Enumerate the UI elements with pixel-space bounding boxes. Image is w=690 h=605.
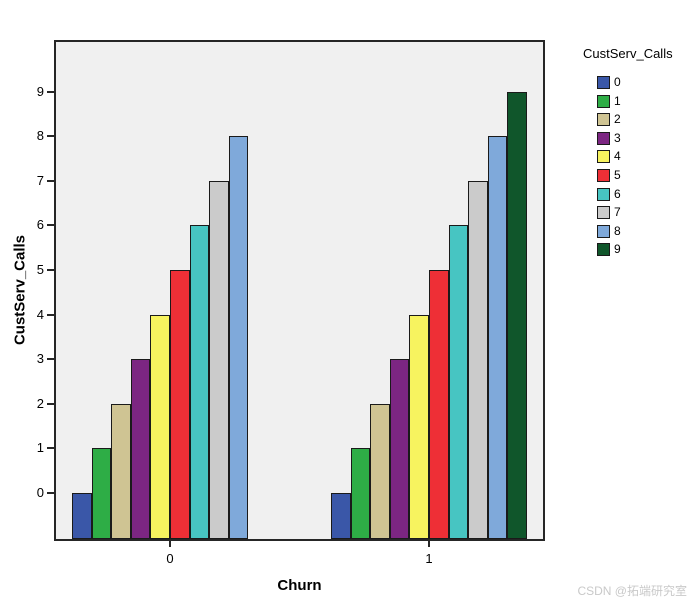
watermark: CSDN @拓端研究室: [577, 584, 687, 598]
bar-churn0-calls6: [189, 225, 210, 539]
y-tick-label: 2: [36, 395, 44, 411]
legend-swatch-7: [597, 206, 610, 220]
bar-churn0-calls3: [130, 359, 151, 539]
bar-churn1-calls2: [370, 403, 390, 539]
legend-swatch-3: [597, 131, 610, 145]
x-tick-mark: [428, 541, 430, 547]
legend-label-7: 7: [614, 205, 621, 220]
bar-churn1-calls5: [429, 270, 449, 539]
legend-label-4: 4: [614, 149, 621, 164]
legend-label-0: 0: [614, 75, 621, 89]
legend-swatch-4: [597, 150, 610, 164]
y-tick-mark: [47, 179, 54, 182]
bar-churn0-calls2: [111, 403, 131, 539]
bar-churn1-calls9: [507, 91, 527, 539]
y-tick-label: 8: [36, 128, 44, 144]
y-tick-mark: [47, 492, 54, 494]
x-tick-mark: [169, 541, 171, 547]
y-tick-mark: [47, 358, 54, 361]
legend-label-6: 6: [614, 186, 621, 201]
bar-churn1-calls6: [448, 225, 469, 539]
legend-swatch-8: [597, 224, 610, 238]
bar-churn0-calls1: [91, 448, 112, 539]
y-tick-mark: [47, 269, 54, 271]
y-tick-label: 1: [36, 440, 44, 456]
legend-swatch-9: [597, 243, 610, 257]
y-tick-label: 0: [36, 485, 44, 500]
y-axis-label: CustServ_Calls: [11, 234, 29, 346]
legend-swatch-1: [597, 94, 610, 108]
x-axis-label: Churn: [277, 577, 322, 594]
legend-swatch-6: [597, 187, 610, 201]
bar-churn1-calls7: [468, 180, 488, 539]
y-tick-mark: [47, 135, 54, 138]
bar-churn1-calls4: [409, 314, 429, 539]
y-tick-mark: [47, 90, 54, 93]
bar-churn0-calls5: [170, 270, 190, 539]
y-tick-label: 7: [36, 172, 44, 188]
y-tick-label: 5: [36, 262, 44, 277]
y-tick-mark: [47, 447, 54, 450]
legend-label-3: 3: [614, 130, 621, 145]
bar-churn0-calls0: [72, 493, 92, 539]
legend-swatch-2: [597, 113, 610, 127]
legend-swatch-5: [597, 169, 610, 182]
bar-churn1-calls3: [389, 359, 410, 539]
legend-label-1: 1: [614, 93, 621, 108]
bar-churn1-calls0: [331, 493, 351, 539]
y-tick-mark: [47, 224, 54, 227]
legend-title: CustServ_Calls: [583, 46, 673, 61]
legend-swatch-0: [597, 76, 610, 89]
y-tick-mark: [47, 313, 54, 316]
y-tick-label: 9: [36, 83, 44, 99]
legend-label-8: 8: [614, 223, 621, 238]
y-tick-label: 3: [36, 351, 44, 367]
y-tick-mark: [47, 402, 54, 405]
bar-churn0-calls8: [228, 136, 249, 539]
bar-churn0-calls7: [209, 180, 229, 539]
legend-label-9: 9: [614, 242, 621, 257]
x-tick-label: 0: [166, 551, 174, 566]
x-tick-label: 1: [425, 551, 433, 566]
bar-churn1-calls1: [350, 448, 371, 539]
y-tick-label: 6: [36, 217, 44, 233]
legend-label-5: 5: [614, 168, 621, 182]
y-tick-label: 4: [36, 306, 44, 322]
legend-label-2: 2: [614, 112, 621, 127]
bar-churn1-calls8: [487, 136, 508, 539]
legend: CustServ_Calls 0 1 2 3 4 5 6 7 8 9: [580, 46, 690, 257]
bar-churn0-calls4: [150, 314, 170, 539]
